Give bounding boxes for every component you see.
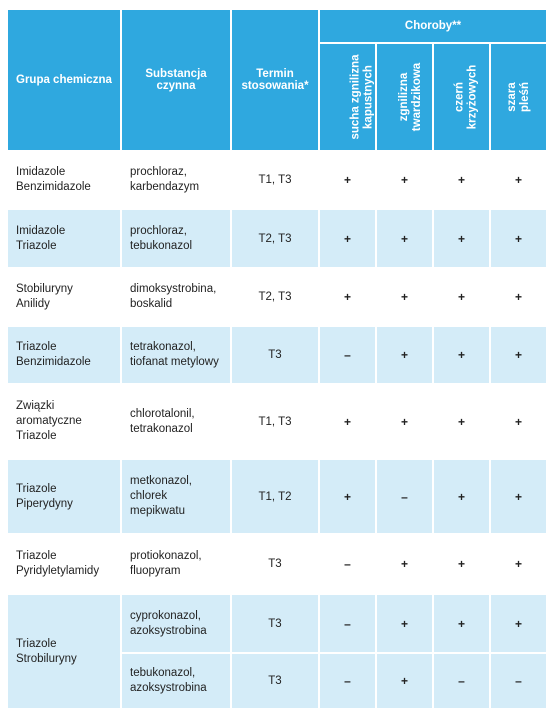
table-row: Triazole Piperydyny metkonazol, chlorek mep…	[6, 458, 549, 535]
mark-cell: +	[432, 533, 491, 595]
mark-cell: –	[318, 652, 377, 710]
mark-cell: +	[432, 150, 491, 210]
mark-cell: +	[488, 533, 549, 595]
mark-cell: +	[432, 208, 491, 269]
table-row: Triazole Strobiluryny cyprokonazol, azoksy…	[6, 593, 549, 710]
term-cell: T3	[230, 325, 320, 385]
table-row: Stobiluryny Anilidy dimoksystrobina, boska…	[6, 267, 549, 327]
mark-cell: +	[488, 150, 549, 210]
substance-cell: protiokonazol, fluopyram	[120, 533, 232, 595]
mark-cell: +	[432, 383, 491, 460]
group-cell: Triazole Strobiluryny	[6, 593, 122, 710]
group-cell: Stobiluryny Anilidy	[6, 267, 122, 327]
substance-cell: prochloraz, tebukonazol	[120, 208, 232, 269]
header-group: Grupa chemiczna	[6, 8, 122, 152]
table-row: Triazole Pyridyletylamidy protiokonazol, f…	[6, 533, 549, 595]
group-cell: Imidazole Triazole	[6, 208, 122, 269]
mark-cell: +	[488, 593, 549, 654]
mark-cell: +	[432, 325, 491, 385]
term-cell: T3	[230, 533, 320, 595]
mark-cell: +	[318, 150, 377, 210]
mark-cell: +	[375, 325, 434, 385]
mark-cell: –	[488, 652, 549, 710]
term-cell: T1, T3	[230, 150, 320, 210]
mark-cell: +	[318, 208, 377, 269]
mark-cell: +	[375, 267, 434, 327]
substance-cell: cyprokonazol, azoksystrobina	[120, 593, 232, 654]
mark-cell: +	[375, 383, 434, 460]
table-row: Imidazole Benzimidazole prochloraz, karben…	[6, 150, 549, 210]
term-cell: T3	[230, 593, 320, 654]
mark-cell: –	[318, 533, 377, 595]
substance-cell: prochloraz, karbendazym	[120, 150, 232, 210]
mark-cell: +	[318, 383, 377, 460]
header-disease-4: szara pleśń	[488, 42, 549, 152]
header-substance: Substancja czynna	[120, 8, 232, 152]
mark-cell: +	[318, 267, 377, 327]
substance-cell: metkonazol, chlorek mepikwatu	[120, 458, 232, 535]
group-cell: Triazole Piperydyny	[6, 458, 122, 535]
substance-cell: dimoksystrobina, boskalid	[120, 267, 232, 327]
header-diseases: Choroby**	[317, 8, 549, 44]
mark-cell: +	[318, 458, 377, 535]
group-cell: Imidazole Benzimidazole	[6, 150, 122, 210]
table-row: tebukonazol, azoksystrobina T3 – + – –	[7, 652, 549, 710]
mark-cell: +	[375, 208, 434, 269]
substance-cell: tebukonazol, azoksystrobina	[120, 652, 232, 710]
term-cell: T3	[230, 652, 320, 710]
mark-cell: –	[318, 325, 377, 385]
mark-cell: +	[488, 458, 549, 535]
mark-cell: +	[375, 593, 434, 654]
header-term: Termin stosowania*	[230, 8, 320, 152]
term-cell: T2, T3	[230, 267, 320, 327]
table-row: Imidazole Triazole prochloraz, tebukonazol…	[6, 208, 549, 269]
group-cell: Triazole Pyridyletylamidy	[6, 533, 122, 595]
mark-cell: –	[318, 593, 377, 654]
mark-cell: +	[488, 208, 549, 269]
substance-cell: chlorotalonil, tetrakonazol	[120, 383, 232, 460]
mark-cell: –	[375, 458, 434, 535]
table-row: Triazole Benzimidazole tetrakonazol, tiofa…	[6, 325, 549, 385]
mark-cell: +	[432, 267, 491, 327]
mark-cell: –	[432, 652, 491, 710]
table-row: Związki aromatyczne Triazole chlorotalonil…	[6, 383, 549, 460]
header-disease-3: czerń krzyżowych	[432, 42, 491, 152]
substance-cell: tetrakonazol, tiofanat metylowy	[120, 325, 232, 385]
fungicide-table: Grupa chemiczna Substancja czynna Termin s…	[6, 8, 549, 710]
mark-cell: +	[375, 652, 434, 710]
mark-cell: +	[488, 267, 549, 327]
group-cell: Triazole Benzimidazole	[6, 325, 122, 385]
header-disease-1: sucha zgnilizna kapustnych	[318, 42, 377, 152]
term-cell: T1, T3	[230, 383, 320, 460]
term-cell: T1, T2	[230, 458, 320, 535]
term-cell: T2, T3	[230, 208, 320, 269]
mark-cell: +	[375, 150, 434, 210]
group-cell: Związki aromatyczne Triazole	[6, 383, 122, 460]
mark-cell: +	[432, 458, 491, 535]
mark-cell: +	[432, 593, 491, 654]
header-disease-2: zgnilizna twardzikowa	[375, 42, 434, 152]
mark-cell: +	[375, 533, 434, 595]
mark-cell: +	[488, 325, 549, 385]
mark-cell: +	[488, 383, 549, 460]
